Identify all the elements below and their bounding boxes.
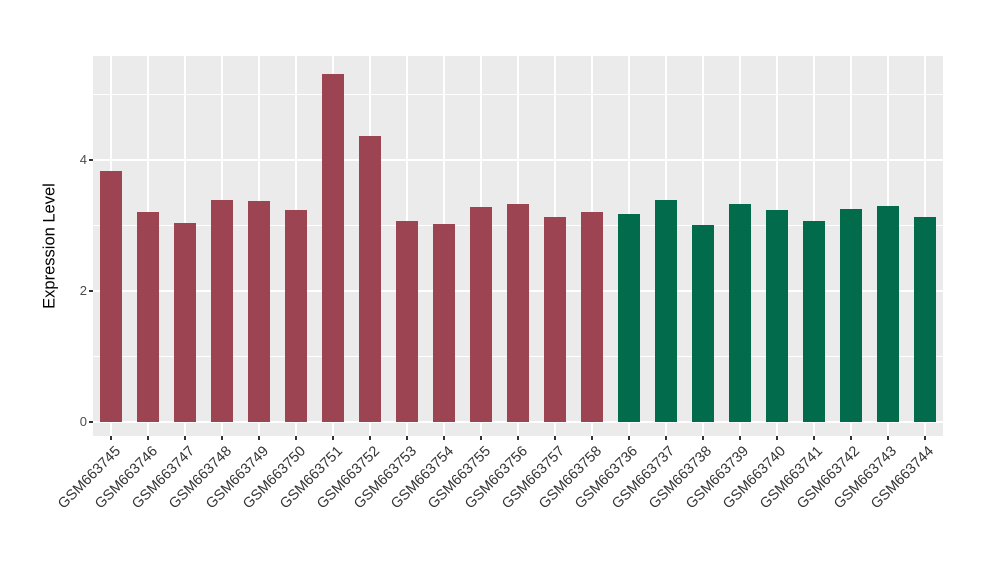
- x-tick-mark: [480, 436, 483, 440]
- bar-GSM663748: [211, 200, 233, 423]
- bar-GSM663737: [655, 199, 677, 423]
- x-tick-mark: [923, 436, 926, 440]
- x-tick-mark: [664, 436, 667, 440]
- bar-GSM663745: [100, 170, 122, 423]
- bar-GSM663736: [618, 213, 640, 423]
- bar-GSM663751: [322, 74, 344, 423]
- bar-GSM663740: [766, 210, 788, 423]
- x-tick-mark: [775, 436, 778, 440]
- x-tick-mark: [812, 436, 815, 440]
- x-tick-mark: [406, 436, 409, 440]
- x-tick-mark: [886, 436, 889, 440]
- bar-GSM663744: [914, 216, 936, 423]
- x-tick-mark: [221, 436, 224, 440]
- x-tick-mark: [517, 436, 519, 440]
- bar-GSM663741: [803, 220, 825, 423]
- x-tick-mark: [553, 436, 556, 440]
- x-tick-mark: [110, 436, 113, 440]
- bar-GSM663749: [248, 201, 270, 423]
- y-tick-label: 0: [79, 414, 87, 430]
- x-tick-mark: [147, 436, 150, 440]
- bar-GSM663747: [174, 223, 196, 423]
- x-tick-mark: [184, 436, 187, 440]
- x-tick-mark: [295, 436, 298, 440]
- x-tick-mark: [332, 436, 335, 440]
- x-tick-mark: [590, 436, 593, 440]
- x-tick-mark: [369, 436, 372, 440]
- y-tick-mark: [89, 158, 93, 161]
- bar-GSM663738: [692, 224, 714, 423]
- y-tick-label: 4: [79, 151, 87, 167]
- gridline-major: [93, 158, 943, 161]
- bar-GSM663750: [285, 210, 307, 423]
- x-tick-mark: [443, 436, 446, 440]
- bar-GSM663743: [877, 206, 899, 423]
- x-tick-mark: [849, 436, 852, 440]
- x-tick-mark: [701, 436, 704, 440]
- bar-GSM663742: [840, 208, 862, 423]
- y-tick-mark: [89, 421, 93, 424]
- bar-GSM663753: [396, 221, 418, 423]
- x-tick-mark: [627, 436, 630, 440]
- bar-GSM663758: [581, 211, 603, 423]
- bar-GSM663746: [137, 211, 159, 423]
- gridline-minor: [93, 93, 943, 95]
- x-tick-mark: [258, 436, 261, 440]
- gridline-major: [93, 421, 943, 424]
- bar-GSM663755: [470, 206, 492, 423]
- plot-panel: [93, 56, 943, 436]
- y-tick-mark: [89, 289, 93, 292]
- bar-GSM663739: [729, 204, 751, 423]
- bar-GSM663752: [359, 136, 381, 423]
- y-tick-label: 2: [79, 282, 87, 298]
- bar-GSM663754: [433, 224, 455, 423]
- x-tick-mark: [738, 436, 741, 440]
- bar-GSM663756: [507, 204, 529, 423]
- bar-GSM663757: [544, 216, 566, 423]
